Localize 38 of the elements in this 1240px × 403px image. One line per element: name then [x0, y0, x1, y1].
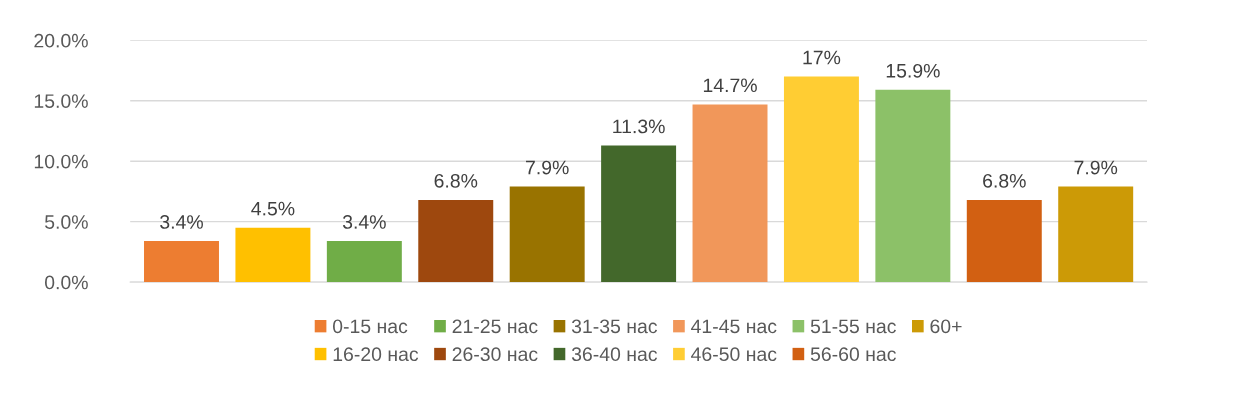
bar — [966, 199, 1042, 283]
y-tick-label: 0.0% — [44, 275, 88, 290]
data-label: 11.3% — [613, 119, 665, 134]
legend-label: 21-25 нас — [452, 319, 538, 334]
legend-label: 46-50 нас — [691, 347, 777, 362]
legend-label: 41-45 нас — [691, 319, 777, 334]
bar — [1058, 186, 1134, 283]
data-label: 4.5% — [251, 201, 295, 216]
data-label: 3.4% — [342, 215, 386, 229]
bar — [601, 145, 677, 283]
legend-label: 26-30 нас — [452, 347, 538, 362]
data-label: 6.8% — [434, 173, 478, 188]
legend-label: 16-20 нас — [333, 347, 419, 362]
data-label: 14.7% — [703, 78, 757, 93]
legend-label: 60+ — [930, 319, 962, 334]
bar — [326, 240, 402, 283]
y-tick-label: 5.0% — [44, 215, 88, 229]
data-label: 15.9% — [886, 63, 940, 78]
bar — [235, 227, 311, 283]
bar — [783, 76, 859, 283]
data-label: 3.4% — [160, 215, 203, 229]
data-label: 7.9% — [1074, 160, 1118, 175]
data-label: 6.8% — [983, 173, 1026, 188]
bar — [875, 89, 951, 283]
bar — [144, 240, 219, 283]
data-label: 7.9% — [526, 160, 569, 175]
data-label: 17% — [803, 50, 841, 65]
legend-label: 31-35 нас — [571, 319, 658, 334]
bar — [692, 104, 768, 283]
legend-label: 51-55 нас — [810, 319, 896, 334]
y-tick-label: 10.0% — [34, 154, 88, 169]
y-tick-label: 20.0% — [34, 33, 88, 48]
bar — [418, 199, 494, 283]
legend-label: 36-40 нас — [571, 347, 658, 362]
legend-label: 0-15 нас — [332, 319, 408, 334]
legend-label: 56-60 нас — [810, 347, 896, 362]
y-tick-label: 15.0% — [34, 94, 88, 108]
bar — [509, 186, 585, 283]
